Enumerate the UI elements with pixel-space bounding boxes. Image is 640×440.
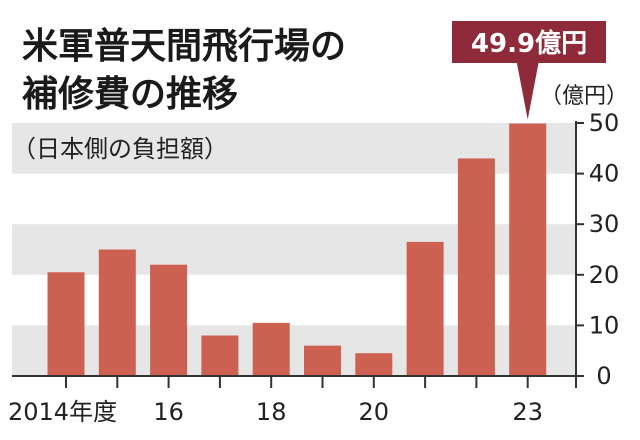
y-tick-label: 30 — [589, 210, 620, 238]
bars — [47, 123, 547, 376]
callout-label: 49.9億円 — [471, 29, 587, 59]
bar — [98, 249, 136, 376]
bar — [457, 158, 495, 376]
y-tick-label: 20 — [589, 261, 620, 289]
bar — [406, 241, 444, 376]
axes: 2014年度 16 18 20 23 0 10 20 30 40 50 — [8, 109, 619, 426]
bar — [150, 264, 188, 376]
y-tick-label: 0 — [596, 362, 611, 390]
chart-subtitle: （日本側の負担額） — [12, 135, 228, 163]
callout: 49.9億円 — [452, 21, 606, 120]
chart-title-line-1: 米軍普天間飛行場の — [22, 26, 346, 67]
x-tick-label: 16 — [153, 398, 184, 426]
x-tick-label: 2014年度 — [8, 398, 117, 426]
x-tick-label: 18 — [256, 398, 287, 426]
x-tick-label: 20 — [359, 398, 390, 426]
bar — [304, 345, 341, 376]
bar — [47, 272, 85, 376]
y-tick-label: 10 — [589, 311, 620, 339]
bar — [252, 322, 290, 376]
y-tick-label: 40 — [589, 160, 620, 188]
chart-title-line-2: 補修費の推移 — [22, 74, 238, 115]
bar — [355, 353, 393, 376]
y-tick-label: 50 — [589, 109, 620, 137]
x-tick-label: 23 — [512, 398, 543, 426]
bar — [201, 335, 239, 376]
callout-box — [452, 21, 606, 63]
y-axis-unit: （億円） — [540, 84, 628, 109]
callout-pointer — [516, 62, 539, 120]
bar — [509, 123, 547, 376]
